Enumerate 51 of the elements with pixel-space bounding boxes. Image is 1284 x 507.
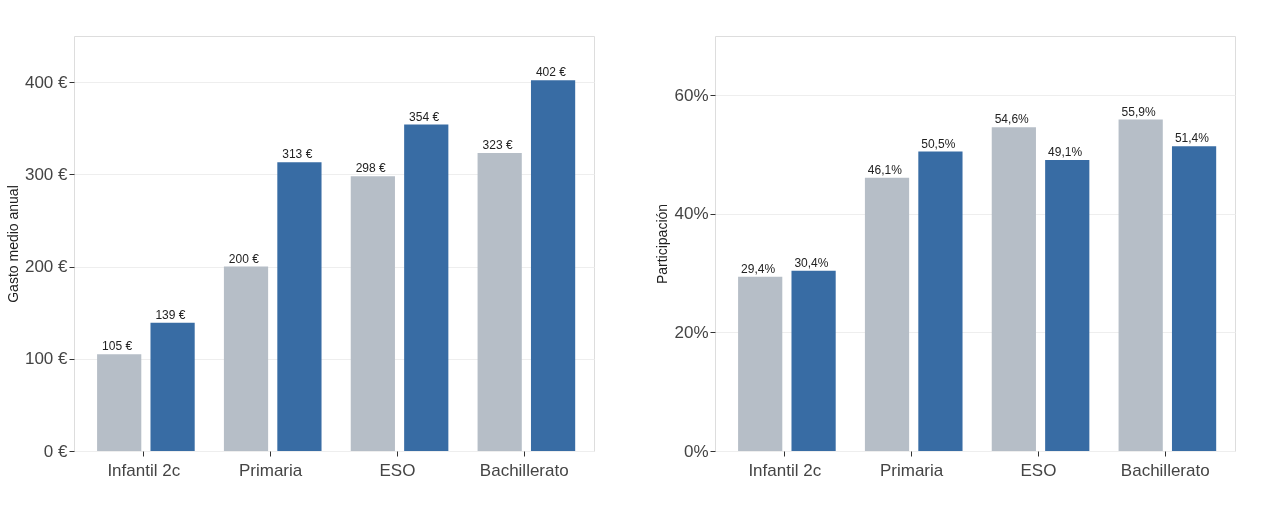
bar (350, 176, 395, 451)
bar (1171, 146, 1217, 451)
x-tick-label: Infantil 2c (107, 460, 181, 480)
x-tick-label: ESO (1020, 460, 1057, 480)
data-label: 54,6% (994, 112, 1030, 127)
bar (404, 124, 449, 451)
y-tick-label: 400 € (24, 72, 69, 92)
bar (150, 322, 195, 451)
data-label: 51,4% (1174, 131, 1210, 146)
y-tick-label: 100 € (24, 349, 69, 369)
data-label: 200 € (228, 251, 260, 266)
y-axis-title: Gasto medio anual (4, 185, 21, 303)
data-label: 298 € (355, 161, 387, 176)
bar (477, 153, 522, 451)
y-tick-label: 0 € (43, 441, 69, 461)
y-axis-title: Participación (654, 203, 671, 285)
x-tick-label: Bachillerato (479, 460, 569, 480)
data-label: 402 € (535, 65, 567, 80)
bar (530, 80, 576, 451)
y-tick-label: 200 € (24, 257, 69, 277)
y-tick-label: 0% (683, 441, 709, 461)
data-label: 139 € (155, 307, 186, 322)
y-tick-label: 60% (674, 85, 709, 105)
bar (277, 162, 322, 451)
data-label: 323 € (482, 138, 513, 153)
bar (991, 127, 1036, 451)
x-tick-label: Primaria (879, 460, 944, 480)
y-tick-label: 40% (674, 204, 709, 224)
data-label: 313 € (282, 147, 313, 162)
data-label: 50,5% (921, 136, 956, 151)
x-tick-label: Primaria (238, 460, 303, 480)
bar (1045, 159, 1090, 451)
bar (791, 270, 836, 451)
bar (1118, 119, 1163, 451)
data-label: 46,1% (867, 162, 903, 177)
y-tick-label: 20% (674, 322, 709, 342)
data-label: 354 € (409, 109, 440, 124)
data-label: 55,9% (1121, 104, 1156, 119)
bar (738, 276, 783, 451)
bar (223, 266, 269, 451)
x-tick-label: Bachillerato (1120, 460, 1210, 480)
x-tick-label: ESO (379, 460, 416, 480)
data-label: 30,4% (794, 255, 829, 270)
data-label: 29,4% (741, 261, 776, 276)
bar (864, 177, 910, 451)
bar (97, 354, 142, 451)
x-tick-label: Infantil 2c (748, 460, 822, 480)
y-tick-label: 300 € (24, 164, 69, 184)
bar (918, 151, 963, 451)
data-label: 105 € (102, 339, 133, 354)
data-label: 49,1% (1048, 144, 1083, 159)
